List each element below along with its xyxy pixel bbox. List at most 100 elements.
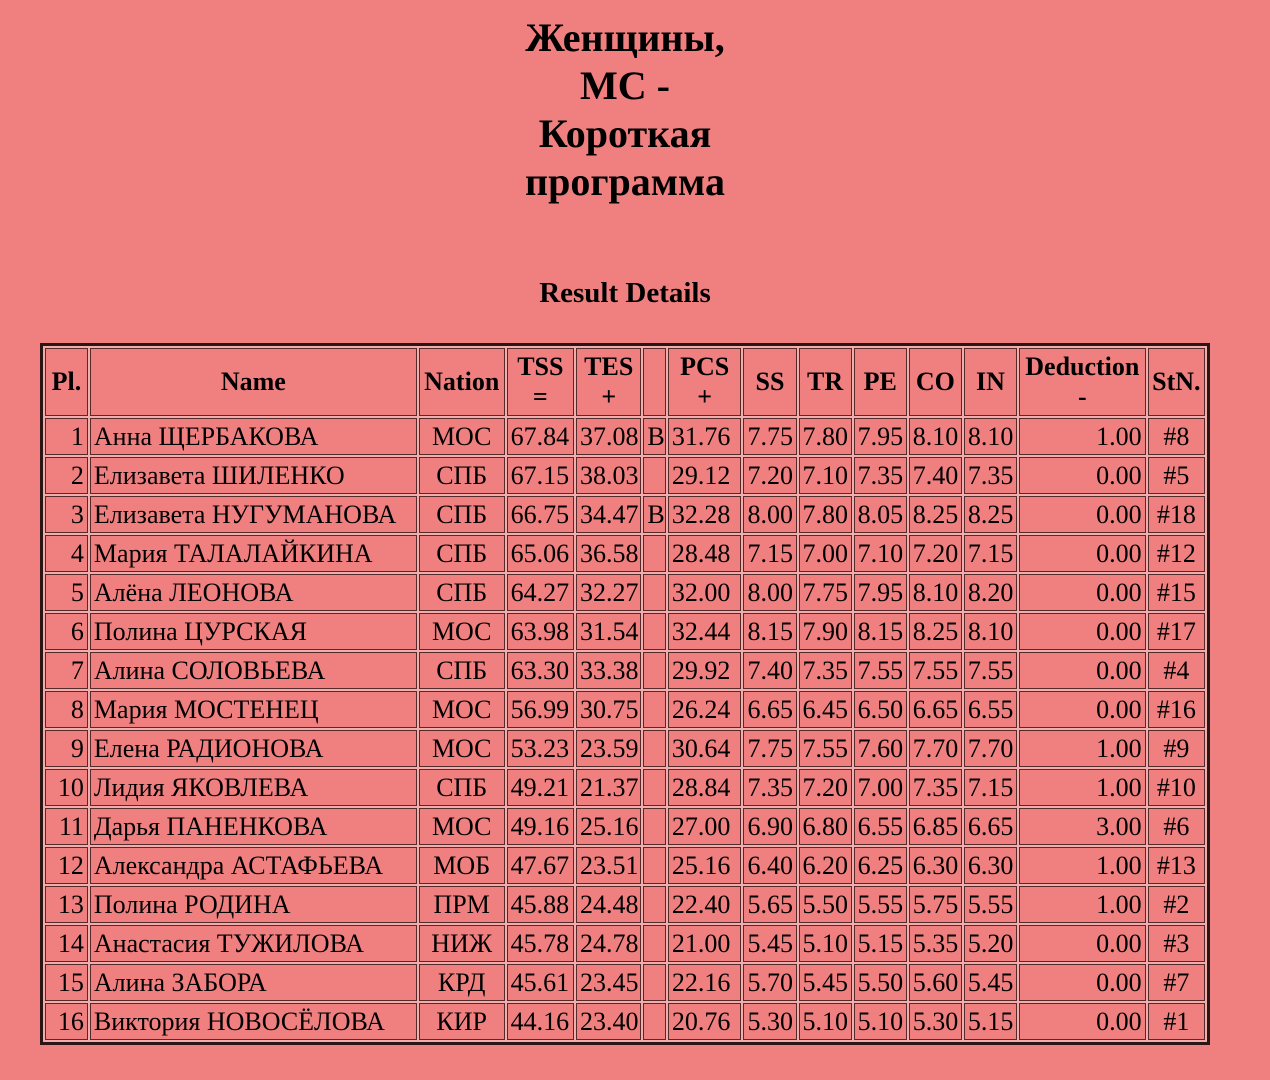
cell-tes: 38.03 — [576, 457, 642, 494]
cell-tes: 37.08 — [576, 418, 642, 455]
cell-name: Лидия ЯКОВЛЕВА — [89, 769, 417, 806]
column-header-pe: PE — [853, 348, 907, 416]
cell-nation: СПБ — [418, 496, 505, 533]
cell-deduction: 0.00 — [1018, 457, 1146, 494]
cell-in: 5.15 — [963, 1003, 1017, 1040]
cell-deduction: 0.00 — [1018, 691, 1146, 728]
result-row-15: 15 Алина ЗАБОРА КРД 45.61 23.45 22.16 5.70 5.45… — [45, 964, 1205, 1001]
cell-pl: 4 — [45, 535, 88, 572]
cell-ss: 8.00 — [743, 574, 797, 611]
event-title-line-2: МС - — [580, 63, 670, 108]
cell-tes: 33.38 — [576, 652, 642, 689]
column-header-tss: TSS = — [506, 348, 575, 416]
cell-co: 7.70 — [908, 730, 962, 767]
cell-nation: СПБ — [418, 652, 505, 689]
cell-pe: 7.10 — [853, 535, 907, 572]
cell-pcs: 22.40 — [667, 886, 742, 923]
cell-pl: 3 — [45, 496, 88, 533]
cell-ss: 7.75 — [743, 418, 797, 455]
cell-tr: 7.35 — [798, 652, 852, 689]
cell-tr: 7.90 — [798, 613, 852, 650]
cell-name: Полина РОДИНА — [89, 886, 417, 923]
cell-co: 8.10 — [908, 574, 962, 611]
cell-tss: 63.98 — [506, 613, 575, 650]
cell-stn: #7 — [1147, 964, 1205, 1001]
event-title-line-3: Короткая — [538, 111, 712, 156]
page-content: Женщины, МС - Короткая программа Result … — [40, 14, 1210, 1045]
cell-pl: 12 — [45, 847, 88, 884]
cell-tes: 23.59 — [576, 730, 642, 767]
cell-co: 8.25 — [908, 613, 962, 650]
cell-tr: 5.10 — [798, 925, 852, 962]
cell-pcs: 29.12 — [667, 457, 742, 494]
cell-nation: КРД — [418, 964, 505, 1001]
cell-pcs: 30.64 — [667, 730, 742, 767]
cell-ss: 5.45 — [743, 925, 797, 962]
cell-pl: 6 — [45, 613, 88, 650]
cell-ss: 8.00 — [743, 496, 797, 533]
cell-tr: 7.75 — [798, 574, 852, 611]
cell-pe: 5.55 — [853, 886, 907, 923]
cell-bonus — [643, 964, 666, 1001]
result-row-16: 16 Виктория НОВОСЁЛОВА КИР 44.16 23.40 20.76 5… — [45, 1003, 1205, 1040]
cell-name: Алёна ЛЕОНОВА — [89, 574, 417, 611]
cell-stn: #3 — [1147, 925, 1205, 962]
cell-bonus — [643, 457, 666, 494]
cell-ss: 7.75 — [743, 730, 797, 767]
cell-name: Дарья ПАНЕНКОВА — [89, 808, 417, 845]
cell-stn: #16 — [1147, 691, 1205, 728]
cell-tes: 23.40 — [576, 1003, 642, 1040]
cell-pcs: 32.44 — [667, 613, 742, 650]
cell-tes: 23.45 — [576, 964, 642, 1001]
cell-tss: 56.99 — [506, 691, 575, 728]
cell-name: Виктория НОВОСЁЛОВА — [89, 1003, 417, 1040]
cell-nation: МОС — [418, 613, 505, 650]
cell-co: 7.55 — [908, 652, 962, 689]
cell-bonus — [643, 847, 666, 884]
cell-pe: 5.50 — [853, 964, 907, 1001]
cell-name: Анастасия ТУЖИЛОВА — [89, 925, 417, 962]
cell-in: 5.55 — [963, 886, 1017, 923]
cell-stn: #10 — [1147, 769, 1205, 806]
cell-nation: СПБ — [418, 535, 505, 572]
cell-deduction: 0.00 — [1018, 652, 1146, 689]
cell-in: 5.20 — [963, 925, 1017, 962]
cell-ss: 7.20 — [743, 457, 797, 494]
cell-ss: 6.40 — [743, 847, 797, 884]
results-table: Pl. Name Nation TSS = TES + PCS + SS TR PE CO IN De… — [40, 343, 1210, 1045]
cell-tr: 7.55 — [798, 730, 852, 767]
cell-tr: 6.20 — [798, 847, 852, 884]
cell-pl: 13 — [45, 886, 88, 923]
cell-co: 7.35 — [908, 769, 962, 806]
results-header-row: Pl. Name Nation TSS = TES + PCS + SS TR PE CO IN De… — [45, 348, 1205, 416]
cell-pl: 10 — [45, 769, 88, 806]
cell-co: 6.85 — [908, 808, 962, 845]
cell-pe: 8.05 — [853, 496, 907, 533]
cell-nation: НИЖ — [418, 925, 505, 962]
column-header-ss: SS — [743, 348, 797, 416]
cell-pl: 8 — [45, 691, 88, 728]
cell-tes: 21.37 — [576, 769, 642, 806]
cell-tss: 44.16 — [506, 1003, 575, 1040]
cell-bonus — [643, 691, 666, 728]
cell-in: 6.30 — [963, 847, 1017, 884]
cell-ss: 7.35 — [743, 769, 797, 806]
cell-pe: 7.35 — [853, 457, 907, 494]
cell-tss: 45.78 — [506, 925, 575, 962]
result-row-10: 10 Лидия ЯКОВЛЕВА СПБ 49.21 21.37 28.84 7.35 7.… — [45, 769, 1205, 806]
cell-tr: 5.50 — [798, 886, 852, 923]
cell-deduction: 0.00 — [1018, 964, 1146, 1001]
cell-bonus: B — [643, 418, 666, 455]
cell-tss: 47.67 — [506, 847, 575, 884]
cell-deduction: 1.00 — [1018, 769, 1146, 806]
column-header-in: IN — [963, 348, 1017, 416]
column-header-stn: StN. — [1147, 348, 1205, 416]
column-header-nation: Nation — [418, 348, 505, 416]
cell-nation: СПБ — [418, 457, 505, 494]
cell-ss: 5.70 — [743, 964, 797, 1001]
cell-tss: 53.23 — [506, 730, 575, 767]
cell-pl: 5 — [45, 574, 88, 611]
cell-in: 7.55 — [963, 652, 1017, 689]
column-header-deduction: Deduction - — [1018, 348, 1146, 416]
cell-deduction: 0.00 — [1018, 496, 1146, 533]
